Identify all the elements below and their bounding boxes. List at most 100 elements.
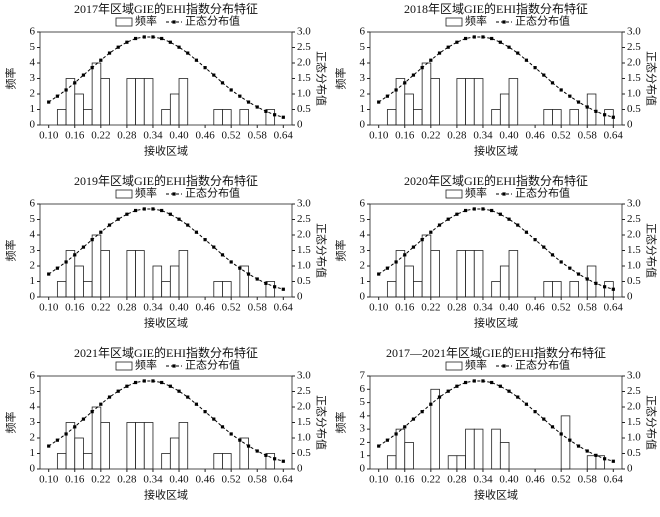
bar [65,250,76,298]
curve-point [107,395,112,399]
curve-point [220,253,225,257]
bar [386,281,397,298]
curve-point [455,212,459,216]
curve-point [194,58,199,62]
curve-point [394,432,398,436]
x-tick-label: 0.28 [447,474,467,486]
y-tick-label: 6 [30,370,36,382]
x-tick-label: 0.64 [604,302,624,314]
curve-point [151,207,155,211]
y-tick-label: 6 [30,26,36,38]
y2-tick-label: 3.0 [627,198,641,210]
curve-point [246,272,251,276]
curve-point [437,395,442,399]
y2-tick-label: 0.5 [627,103,641,115]
y2-axis-label: 正态分布值 [314,223,327,278]
bar [222,281,232,298]
bar [421,62,432,126]
bar [222,109,232,126]
x-tick-label: 0.64 [274,302,294,314]
y-tick-label: 1 [360,275,366,287]
curve-point [446,45,450,49]
legend-swatch [445,17,463,27]
curve-point [490,380,494,385]
curve-point [73,425,77,429]
chart-title: 2017—2021年区域GIE的EHI指数分布特征 [386,345,606,360]
curve-point [403,425,407,429]
y-tick-label: 4 [30,229,36,241]
y-axis-label: 频率 [4,412,18,434]
y-tick-label: 5 [360,213,366,225]
y2-tick-label: 2.5 [627,213,641,225]
bar [100,250,110,298]
bar [100,78,110,126]
curve-point [568,438,572,442]
y-tick-label: 4 [360,57,366,69]
curve-point [133,380,138,385]
y2-tick-label: 0 [627,291,633,303]
y2-tick-label: 0 [297,119,303,131]
bar [143,78,154,126]
curve-point [542,417,546,421]
x-tick-label: 0.22 [91,130,110,142]
x-tick-label: 0.28 [447,130,467,142]
y2-tick-label: 0 [627,463,633,475]
curve-point [194,230,199,234]
bar [56,109,67,126]
curve-point [160,208,164,213]
legend-swatch [445,189,463,199]
curve-point [107,51,112,55]
curve-point [281,115,285,119]
x-tick-label: 0.46 [525,302,545,314]
bar [456,250,466,298]
bar [447,455,458,470]
legend-label: 正态分布值 [185,15,240,28]
curve-point [429,58,433,62]
x-tick-label: 0.34 [473,130,493,142]
x-tick-label: 0.34 [143,130,163,142]
y-tick-label: 2 [30,260,36,272]
curve-point [142,207,146,211]
curve-point [116,45,120,49]
x-tick-label: 0.46 [525,130,545,142]
curve-point [273,113,277,117]
x-tick-label: 0.16 [395,302,415,314]
curve-point [550,425,555,429]
y-tick-label: 5 [30,385,36,397]
curve-point [455,40,459,44]
x-tick-label: 0.28 [117,130,137,142]
chart-title: 2020年区域GIE的EHI指数分布特征 [404,173,588,188]
bar [421,234,432,298]
curve-point [212,245,216,249]
x-tick-label: 0.34 [143,474,163,486]
x-tick-label: 0.58 [578,474,598,486]
bar [222,453,232,470]
x-tick-label: 0.52 [222,302,241,314]
x-axis-label: 接收区域 [144,316,188,330]
bar [213,109,223,126]
y-tick-label: 3 [360,72,366,84]
normal-curve [378,208,614,290]
y-tick-label: 2 [30,88,36,100]
y-tick-label: 3 [30,416,36,428]
y2-tick-label: 3.0 [627,26,641,38]
bar [126,78,136,126]
curve-point [411,245,416,249]
curve-point [498,384,502,388]
bar [413,281,423,298]
curve-point [568,94,572,98]
curve-point [160,36,164,41]
x-tick-label: 0.22 [421,474,440,486]
y-tick-label: 4 [30,401,36,413]
legend-label: 频率 [135,186,157,200]
legend-marker [502,192,506,196]
y-tick-label: 1 [30,447,36,459]
bar [213,453,223,470]
bar [83,453,93,470]
x-tick-label: 0.40 [169,130,189,142]
curve-point [55,94,59,98]
curve-point [377,272,381,276]
y2-tick-label: 2.0 [627,401,641,413]
y-tick-label: 4 [30,57,36,69]
